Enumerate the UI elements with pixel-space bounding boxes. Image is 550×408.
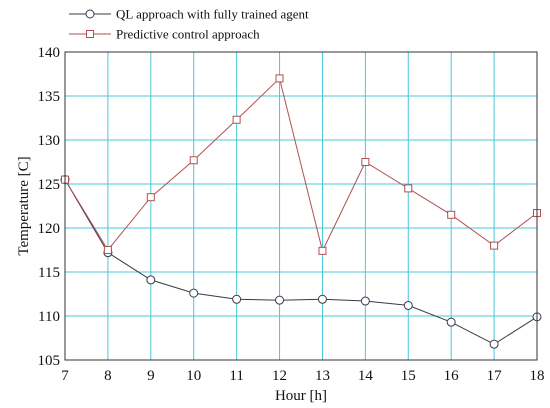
grid-lines	[65, 52, 537, 360]
data-point-circle	[446, 317, 456, 327]
data-point-square	[232, 115, 241, 124]
x-tick-label: 18	[530, 368, 545, 384]
y-tick-label: 120	[38, 221, 61, 237]
axis-ticks: 7 8 9 10 11 12 13 14 15 16 17 18 105 110 115 120 125 130 1…	[38, 45, 545, 384]
y-tick-label: 125	[38, 177, 61, 193]
y-tick-label: 110	[38, 309, 60, 325]
series-line	[64, 77, 538, 253]
x-tick-label: 12	[272, 368, 287, 384]
plot-frame	[64, 51, 538, 361]
y-tick-label: 105	[38, 353, 61, 369]
y-tick-label: 135	[38, 89, 61, 105]
data-point-circle	[275, 295, 285, 305]
x-tick-label: 15	[401, 368, 416, 384]
x-tick-label: 13	[315, 368, 330, 384]
x-tick-label: 11	[229, 368, 243, 384]
legend-label-ql: QL approach with fully trained agent	[116, 7, 309, 22]
data-point-circle	[317, 294, 327, 304]
data-point-circle	[146, 275, 156, 285]
y-tick-label: 140	[38, 45, 61, 61]
y-tick-label: 130	[38, 133, 61, 149]
x-tick-label: 8	[104, 368, 112, 384]
data-point-square	[146, 193, 155, 202]
x-tick-label: 14	[358, 368, 374, 384]
data-point-square	[490, 241, 499, 250]
data-point-circle	[232, 294, 242, 304]
x-tick-label: 9	[147, 368, 155, 384]
data-point-square	[189, 156, 198, 165]
data-point-square	[275, 74, 284, 83]
series-line	[64, 179, 538, 345]
data-point-circle	[403, 300, 413, 310]
x-tick-label: 7	[61, 368, 69, 384]
y-axis-label: Temperature [C]	[16, 156, 32, 255]
data-point-square	[361, 158, 370, 166]
data-point-square	[318, 246, 327, 255]
data-point-circle	[189, 288, 199, 298]
x-tick-label: 10	[186, 368, 201, 384]
legend-label-predictive: Predictive control approach	[116, 27, 260, 42]
data-point-square	[404, 184, 413, 193]
x-tick-label: 17	[487, 368, 503, 384]
data-point-square	[447, 210, 456, 219]
x-axis-label: Hour [h]	[275, 388, 327, 404]
plot-area	[65, 52, 537, 360]
data-point-circle	[360, 296, 370, 306]
legend-circle-marker-icon	[85, 9, 95, 19]
legend: QL approach with fully trained agent Pre…	[69, 7, 309, 42]
data-point-circle	[489, 339, 499, 349]
legend-square-marker-icon	[86, 30, 94, 38]
data-point-square	[103, 246, 112, 254]
y-tick-label: 115	[38, 265, 60, 281]
x-tick-label: 16	[444, 368, 460, 384]
